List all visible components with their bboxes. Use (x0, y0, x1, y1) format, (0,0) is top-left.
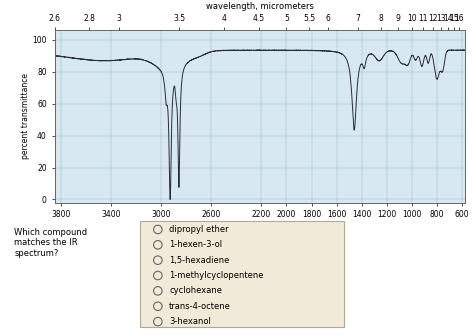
Text: dipropyl ether: dipropyl ether (169, 225, 229, 234)
Text: Which compound
matches the IR
spectrum?: Which compound matches the IR spectrum? (14, 228, 87, 258)
Text: 1-methylcyclopentene: 1-methylcyclopentene (169, 271, 264, 280)
Text: 1-hexen-3-ol: 1-hexen-3-ol (169, 240, 222, 249)
Text: cyclohexane: cyclohexane (169, 286, 222, 295)
Text: 3-hexanol: 3-hexanol (169, 317, 211, 326)
Y-axis label: percent transmittance: percent transmittance (20, 73, 29, 159)
X-axis label: wavenumber, cm⁻¹: wavenumber, cm⁻¹ (219, 222, 300, 231)
Text: trans-4-octene: trans-4-octene (169, 302, 231, 311)
X-axis label: wavelength, micrometers: wavelength, micrometers (206, 2, 313, 11)
Text: 1,5-hexadiene: 1,5-hexadiene (169, 256, 229, 265)
